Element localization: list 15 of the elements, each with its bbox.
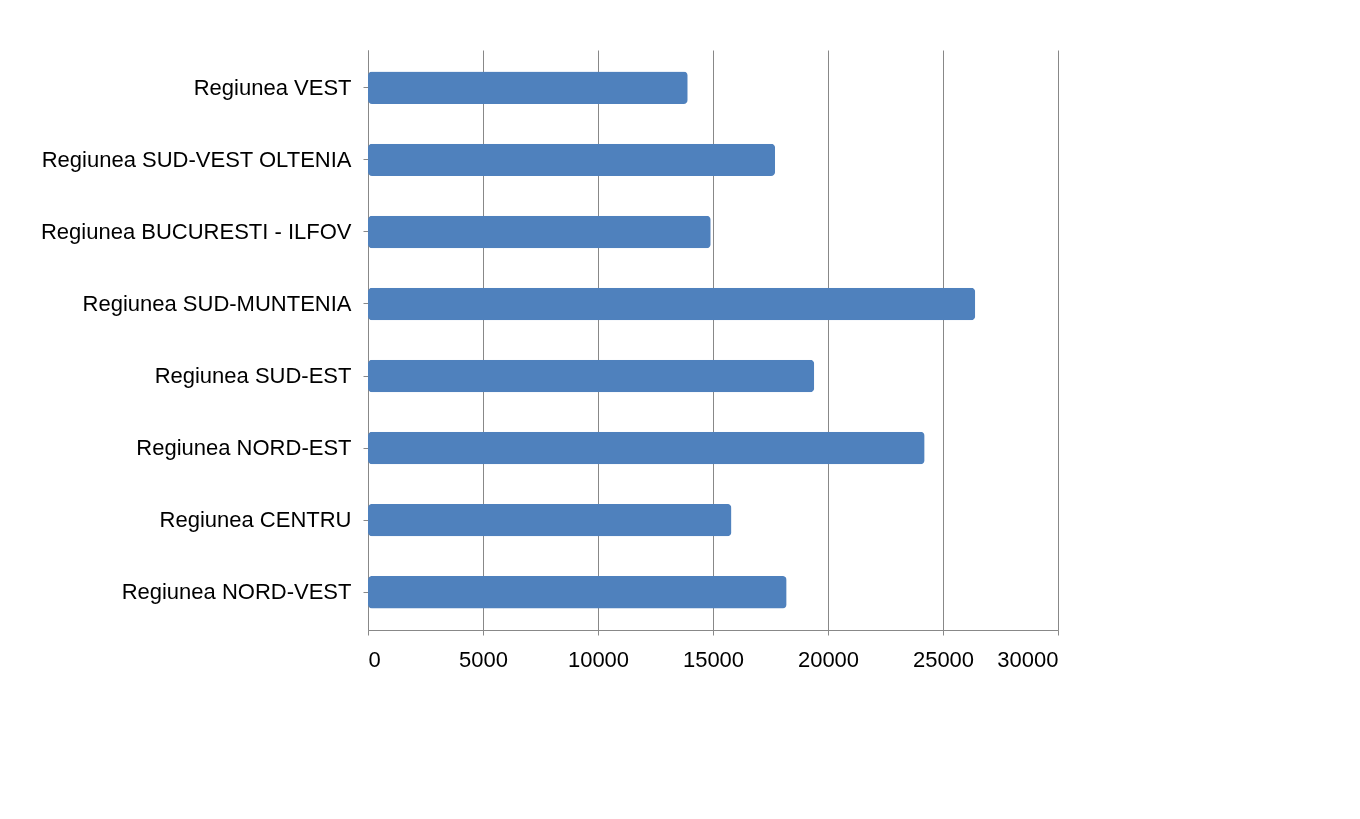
y-tick-label: Regiunea NORD-EST [136,435,352,461]
y-tick-label: Regiunea VEST [193,74,352,100]
x-tick-label: 5000 [459,646,508,672]
y-tick-label: Regiunea NORD-VEST [121,579,352,605]
x-tick-label: 10000 [567,646,630,672]
y-tick-label: Regiunea SUD-VEST OLTENIA [41,146,352,172]
y-tick-label: Regiunea CENTRU [159,507,352,533]
y-tick-label: Regiunea SUD-MUNTENIA [82,290,352,316]
x-tick-label: 25000 [912,646,975,672]
y-tick-label: Regiunea SUD-EST [154,363,352,389]
x-tick-label: 0 [368,646,381,672]
x-tick-label: 20000 [797,646,860,672]
x-tick-label: 15000 [682,646,745,672]
y-tick-label: Regiunea BUCURESTI - ILFOV [40,218,352,244]
x-tick-label: 30000 [997,646,1059,672]
